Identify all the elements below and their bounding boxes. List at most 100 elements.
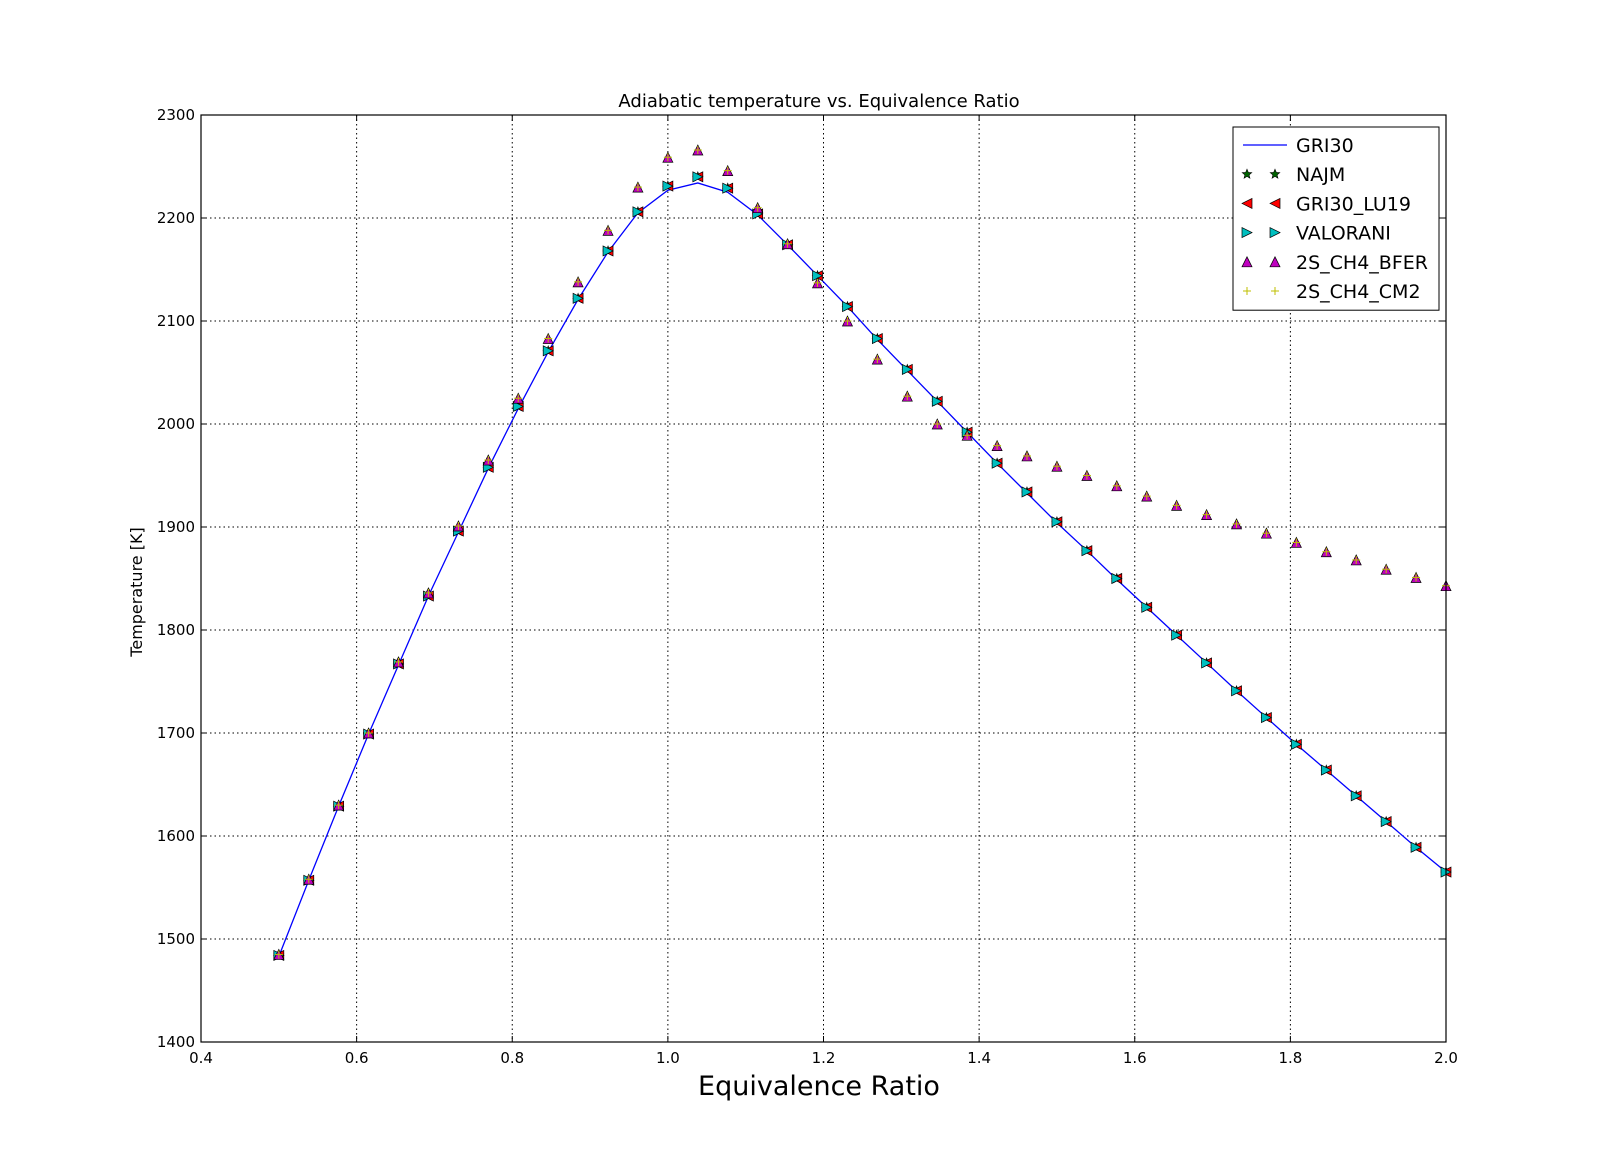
y-axis-label: Temperature [K] <box>127 527 146 657</box>
data-point-2s-ch4-cm2 <box>1382 565 1391 574</box>
data-point-2s-ch4-cm2 <box>783 239 792 248</box>
data-point-2s-ch4-cm2 <box>1082 471 1091 480</box>
y-tick-label: 2000 <box>157 415 195 433</box>
y-tick-label: 1600 <box>157 827 195 845</box>
x-tick-label: 1.6 <box>1123 1049 1147 1067</box>
data-point-valorani <box>1231 685 1243 697</box>
legend-label-2s-ch4-bfer: 2S_CH4_BFER <box>1296 252 1428 274</box>
data-point-2s-ch4-cm2 <box>813 278 822 287</box>
data-point-2s-ch4-cm2 <box>394 657 403 666</box>
data-point-valorani <box>901 363 914 375</box>
data-point-2s-ch4-cm2 <box>963 431 972 440</box>
data-point-valorani <box>871 332 884 345</box>
data-point-2s-ch4-cm2 <box>663 153 672 162</box>
data-point-2s-ch4-cm2 <box>454 521 463 530</box>
data-point-2s-ch4-cm2 <box>1202 510 1211 519</box>
series-line-gri30 <box>278 182 1447 957</box>
data-point-2s-ch4-cm2 <box>1322 547 1331 556</box>
legend-swatch-2s-ch4-bfer <box>1241 256 1253 268</box>
data-point-valorani <box>512 400 525 413</box>
axis-ticks: 0.4 0.6 0.8 1.0 1.2 1.4 1.6 1.8 2.0 1400 1500 1600 1… <box>157 106 1458 1067</box>
data-point-2s-ch4-cm2 <box>933 420 942 428</box>
data-point-2s-ch4-cm2 <box>903 392 912 401</box>
legend: GRI30 NAJM GRI30_LU19 VALORANI 2S_CH4_BFER 2S… <box>1232 126 1440 311</box>
x-tick-label: 1.4 <box>967 1049 991 1067</box>
y-tick-label: 1700 <box>157 724 195 742</box>
y-tick-label: 1900 <box>157 518 195 536</box>
data-point-2s-ch4-cm2 <box>873 355 882 364</box>
data-point-valorani <box>1051 516 1063 528</box>
legend-label-gri30-lu19: GRI30_LU19 <box>1296 193 1411 215</box>
legend-box <box>1232 126 1440 311</box>
x-tick-label: 0.6 <box>345 1049 369 1067</box>
data-point-valorani <box>1081 545 1093 557</box>
legend-label-gri30: GRI30 <box>1296 135 1354 157</box>
data-point-2s-ch4-cm2 <box>334 801 343 810</box>
legend-swatch-valorani <box>1269 227 1281 239</box>
data-point-2s-ch4-cm2 <box>514 394 523 403</box>
data-point-valorani <box>931 395 944 407</box>
legend-swatch-valorani <box>1241 227 1253 239</box>
data-point-valorani <box>1141 601 1153 613</box>
data-point-2s-ch4-cm2 <box>1352 555 1361 564</box>
data-point-2s-ch4-cm2 <box>544 334 553 343</box>
data-point-2s-ch4-cm2 <box>484 456 493 465</box>
legend-swatch-najm <box>1269 168 1281 179</box>
data-point-2s-ch4-cm2 <box>364 729 373 737</box>
data-point-2s-ch4-cm2 <box>693 146 702 155</box>
data-point-valorani <box>1201 657 1213 669</box>
data-point-2s-ch4-cm2 <box>304 875 313 884</box>
series-markers-2s-ch4-cm2 <box>274 146 1450 959</box>
data-point-valorani <box>1380 816 1392 828</box>
data-point-2s-ch4-cm2 <box>1052 462 1061 471</box>
x-tick-label: 0.4 <box>189 1049 213 1067</box>
data-point-valorani <box>722 182 734 194</box>
plot-area <box>273 144 1452 962</box>
data-point-2s-ch4-cm2 <box>1412 573 1421 582</box>
y-tick-label: 1400 <box>157 1033 195 1051</box>
legend-label-najm: NAJM <box>1296 164 1345 186</box>
data-point-2s-ch4-cm2 <box>574 277 583 286</box>
data-point-2s-ch4-cm2 <box>843 317 852 325</box>
x-tick-label: 0.8 <box>500 1049 524 1067</box>
x-tick-label: 2.0 <box>1434 1049 1458 1067</box>
data-point-valorani <box>842 301 854 313</box>
legend-swatch-2s-ch4-bfer <box>1269 256 1281 268</box>
data-point-2s-ch4-cm2 <box>1112 481 1121 490</box>
data-point-valorani <box>1171 629 1183 641</box>
legend-swatch-gri30-lu19 <box>1241 197 1253 209</box>
data-point-valorani <box>572 292 584 304</box>
data-point-2s-ch4-cm2 <box>1262 529 1271 538</box>
legend-swatch-2s-ch4-cm2 <box>1243 287 1251 295</box>
x-tick-label: 1.0 <box>656 1049 680 1067</box>
legend-swatch-gri30-lu19 <box>1269 197 1281 209</box>
grid <box>201 115 1446 1042</box>
data-point-2s-ch4-cm2 <box>993 441 1002 450</box>
data-point-valorani <box>1291 738 1303 750</box>
data-point-valorani <box>542 345 554 357</box>
data-point-valorani <box>1111 572 1123 585</box>
data-point-2s-ch4-cm2 <box>723 166 732 175</box>
data-point-2s-ch4-cm2 <box>424 588 433 597</box>
data-point-valorani <box>991 457 1003 469</box>
data-point-valorani <box>1021 486 1033 498</box>
y-tick-label: 1800 <box>157 621 195 639</box>
data-point-2s-ch4-cm2 <box>1292 538 1301 547</box>
data-point-2s-ch4-cm2 <box>1022 451 1031 460</box>
data-point-2s-ch4-cm2 <box>1142 492 1151 501</box>
data-point-valorani <box>1350 790 1362 802</box>
data-point-2s-ch4-cm2 <box>753 203 762 212</box>
x-tick-label: 1.2 <box>812 1049 836 1067</box>
data-point-2s-ch4-cm2 <box>274 950 283 959</box>
data-point-valorani <box>1410 841 1422 853</box>
x-tick-label: 1.8 <box>1278 1049 1302 1067</box>
y-tick-label: 2300 <box>157 106 195 124</box>
data-point-2s-ch4-cm2 <box>1232 519 1241 528</box>
data-point-valorani <box>602 245 614 257</box>
data-point-valorani <box>1320 764 1333 776</box>
data-point-2s-ch4-cm2 <box>604 226 613 235</box>
legend-label-valorani: VALORANI <box>1296 223 1391 245</box>
legend-swatch-najm <box>1241 168 1253 179</box>
